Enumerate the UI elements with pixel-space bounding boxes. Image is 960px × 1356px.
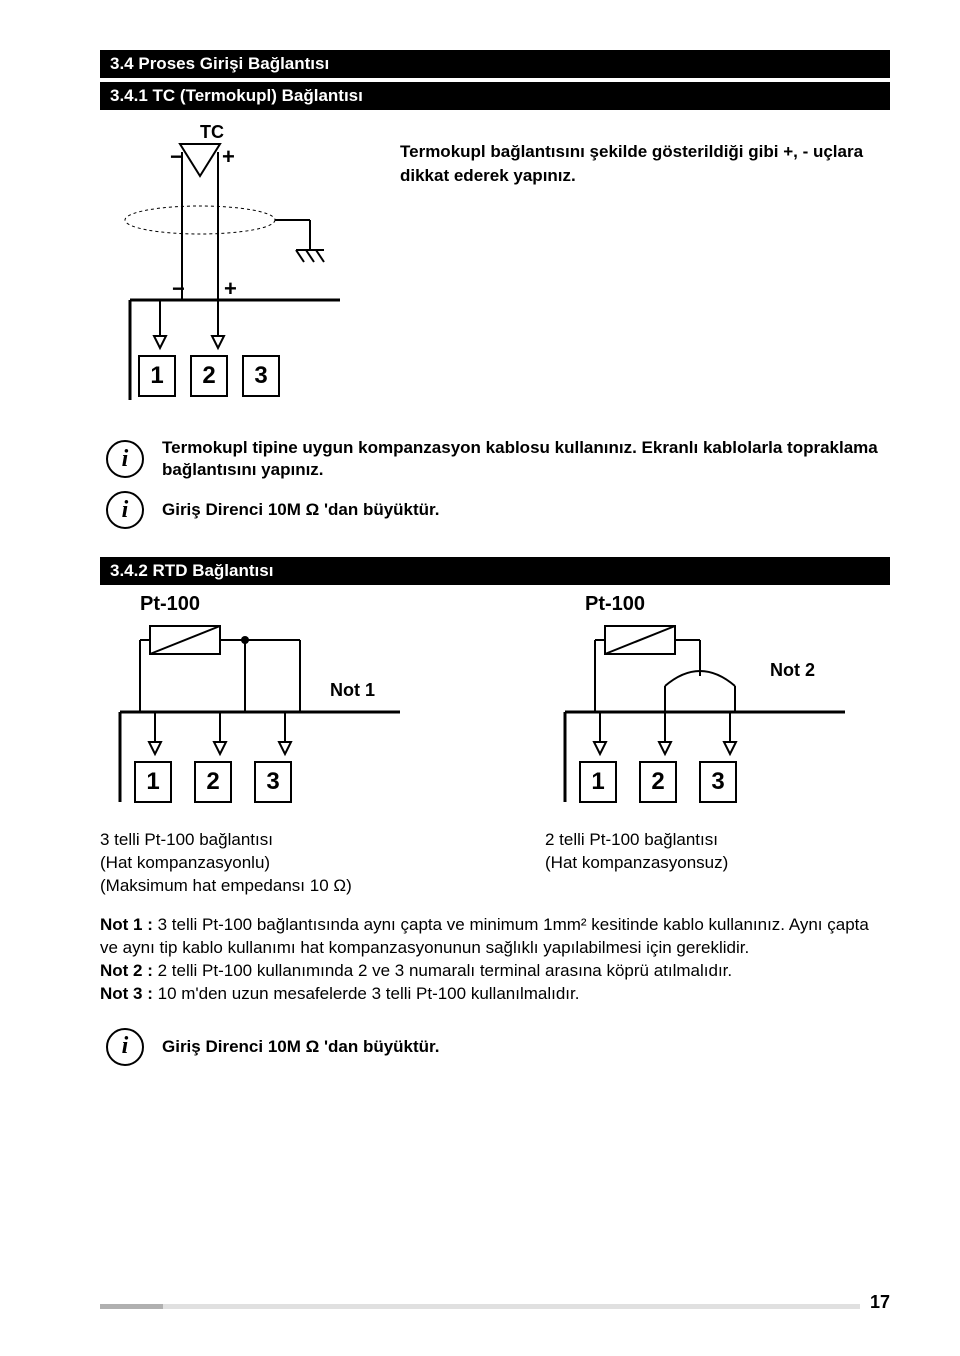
heading-proses: 3.4 Proses Girişi Bağlantısı (100, 50, 890, 78)
svg-text:+: + (222, 144, 235, 169)
heading-tc: 3.4.1 TC (Termokupl) Bağlantısı (100, 82, 890, 110)
note2-label: Not 2 : (100, 961, 158, 980)
svg-text:Not 1: Not 1 (330, 680, 375, 700)
tc-description: Termokupl bağlantısını şekilde gösterild… (400, 140, 890, 188)
page-footer: 17 (100, 1298, 890, 1316)
tc-terminal-2: 2 (190, 355, 228, 397)
rtd-section: Pt-100 Not 1 (100, 593, 890, 898)
tc-info-2-text: Giriş Direnci 10M Ω 'dan büyüktür. (162, 499, 439, 521)
info-icon: i (106, 440, 144, 478)
tc-section: TC − + (100, 120, 890, 397)
rtd-right: Pt-100 Not 2 (545, 593, 890, 898)
footer-bar (100, 1304, 890, 1309)
page-number: 17 (860, 1292, 890, 1313)
heading-rtd: 3.4.2 RTD Bağlantısı (100, 557, 890, 585)
tc-terminal-3: 3 (242, 355, 280, 397)
note1-text: 3 telli Pt-100 bağlantısında aynı çapta … (100, 915, 869, 957)
rtd-right-t3: 3 (699, 761, 737, 803)
rtd-right-label: Pt-100 (585, 593, 890, 616)
tc-label-text: TC (200, 122, 224, 142)
rtd-left-desc3: (Maksimum hat empedansı 10 Ω) (100, 875, 445, 898)
note3-text: 10 m'den uzun mesafelerde 3 telli Pt-100… (158, 984, 580, 1003)
rtd-left-desc2: (Hat kompanzasyonlu) (100, 852, 445, 875)
note3-label: Not 3 : (100, 984, 158, 1003)
info-icon: i (106, 491, 144, 529)
rtd-left-label: Pt-100 (140, 593, 445, 616)
rtd-right-t2: 2 (639, 761, 677, 803)
rtd-right-t1: 1 (579, 761, 617, 803)
rtd-left-t1: 1 (134, 761, 172, 803)
rtd-right-desc2: (Hat kompanzasyonsuz) (545, 852, 890, 875)
note1-label: Not 1 : (100, 915, 158, 934)
rtd-left-t3: 3 (254, 761, 292, 803)
tc-info-1-text: Termokupl tipine uygun kompanzasyon kabl… (162, 437, 890, 481)
svg-text:−: − (170, 144, 183, 169)
info-icon: i (106, 1028, 144, 1066)
tc-info-1: i Termokupl tipine uygun kompanzasyon ka… (106, 437, 890, 481)
note2-text: 2 telli Pt-100 kullanımında 2 ve 3 numar… (158, 961, 733, 980)
svg-text:Not 2: Not 2 (770, 660, 815, 680)
tc-info-2: i Giriş Direnci 10M Ω 'dan büyüktür. (106, 491, 890, 529)
tc-diagram: TC − + (100, 120, 360, 397)
rtd-info: i Giriş Direnci 10M Ω 'dan büyüktür. (106, 1028, 890, 1066)
rtd-info-text: Giriş Direnci 10M Ω 'dan büyüktür. (162, 1036, 439, 1058)
tc-terminal-1: 1 (138, 355, 176, 397)
rtd-notes: Not 1 : 3 telli Pt-100 bağlantısında ayn… (100, 914, 890, 1006)
rtd-left: Pt-100 Not 1 (100, 593, 445, 898)
svg-text:−: − (172, 276, 185, 301)
rtd-right-desc1: 2 telli Pt-100 bağlantısı (545, 829, 890, 852)
rtd-left-t2: 2 (194, 761, 232, 803)
rtd-left-desc1: 3 telli Pt-100 bağlantısı (100, 829, 445, 852)
svg-text:+: + (224, 276, 237, 301)
